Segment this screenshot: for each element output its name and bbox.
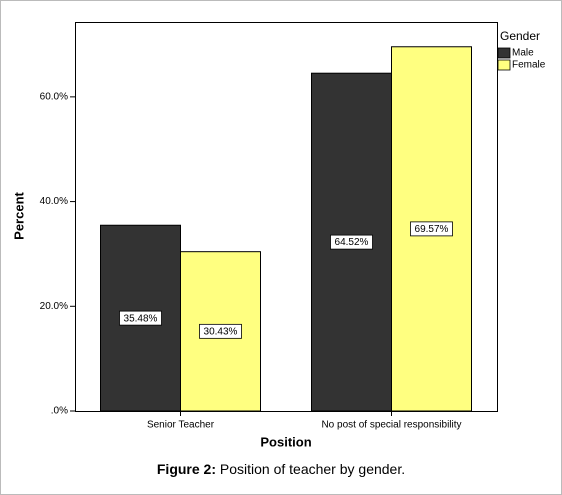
legend-swatch xyxy=(497,47,511,59)
legend-label: Male xyxy=(512,48,534,59)
value-label: 64.52% xyxy=(335,237,369,248)
value-label-box xyxy=(410,221,453,237)
value-label: 30.43% xyxy=(204,326,238,337)
caption-label: Figure 2: xyxy=(157,461,216,477)
y-tick-label: 40.0% xyxy=(40,196,68,207)
legend-title: Gender xyxy=(500,29,540,43)
y-tick-label: 60.0% xyxy=(40,92,68,103)
y-tick-label: 20.0% xyxy=(40,301,68,312)
legend-label: Female xyxy=(512,60,546,71)
value-label-box xyxy=(330,234,373,250)
x-tick-label: Senior Teacher xyxy=(147,420,215,431)
x-axis-label: Position xyxy=(260,434,311,449)
x-tick-label: No post of special responsibility xyxy=(321,420,461,431)
value-label: 35.48% xyxy=(124,313,158,324)
value-label-box xyxy=(199,323,242,339)
legend-swatch xyxy=(497,59,511,71)
y-axis-label: Percent xyxy=(11,191,26,239)
y-tick-label: .0% xyxy=(51,406,68,417)
value-label: 69.57% xyxy=(415,224,449,235)
caption: Figure 2: Position of teacher by gender. xyxy=(157,461,405,477)
caption-text: Position of teacher by gender. xyxy=(220,461,405,477)
value-label-box xyxy=(119,310,162,326)
